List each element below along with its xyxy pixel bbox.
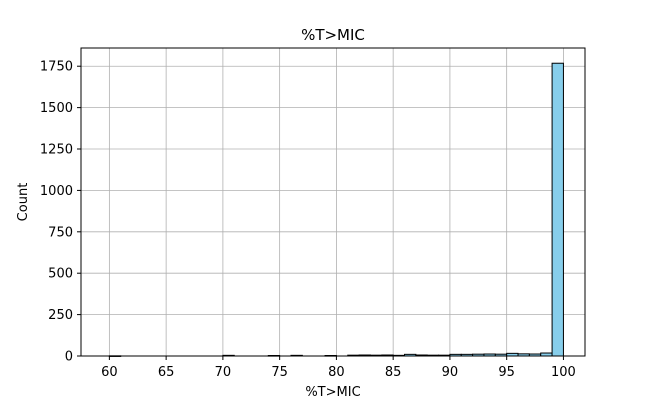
x-tick-label: 85 [385, 365, 402, 380]
y-tick-label: 750 [48, 225, 73, 240]
y-tick-label: 1500 [40, 101, 73, 116]
plot-area-frame [80, 47, 586, 357]
x-tick-label: 65 [158, 365, 175, 380]
histogram-bar [551, 62, 564, 357]
y-tick-label: 500 [48, 267, 73, 282]
x-tick-label: 80 [328, 365, 345, 380]
x-axis-ticks: 60 65 70 75 80 85 90 95 100 [101, 356, 576, 380]
y-tick-label: 1750 [40, 60, 73, 75]
y-tick-label: 1000 [40, 184, 73, 199]
grid-lines [81, 48, 585, 357]
x-tick-label: 90 [442, 365, 459, 380]
chart-title: %T>MIC [301, 26, 365, 44]
y-tick-label: 1250 [40, 143, 73, 158]
x-tick-label: 70 [215, 365, 232, 380]
x-tick-label: 75 [271, 365, 288, 380]
x-tick-label: 95 [498, 365, 515, 380]
x-tick-label: 100 [551, 365, 576, 380]
y-tick-label: 0 [65, 350, 73, 365]
y-tick-label: 250 [48, 308, 73, 323]
x-axis-label: %T>MIC [305, 385, 360, 400]
y-axis-ticks: 0 250 500 750 1000 1250 1500 1750 [40, 60, 81, 365]
y-axis-label: Count [16, 183, 31, 222]
x-tick-label: 60 [101, 365, 118, 380]
